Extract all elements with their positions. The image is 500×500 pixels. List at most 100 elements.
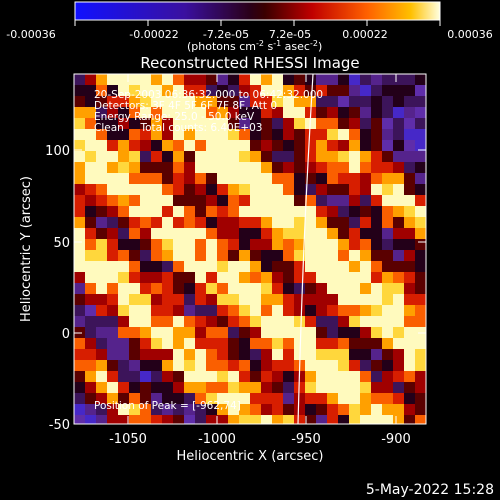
heatmap-cell (96, 107, 108, 119)
heatmap-cell (327, 206, 339, 218)
heatmap-cell (360, 107, 372, 119)
heatmap-cell (360, 261, 372, 273)
heatmap-cell (349, 85, 361, 97)
heatmap-cell (206, 393, 218, 405)
heatmap-cell (184, 360, 196, 372)
heatmap-cell (195, 250, 207, 262)
heatmap-cell (415, 85, 426, 97)
heatmap-cell (239, 195, 251, 207)
heatmap-cell (250, 206, 262, 218)
heatmap-cell (162, 217, 174, 229)
heatmap-cell (206, 360, 218, 372)
heatmap-cell (382, 96, 394, 108)
colorbar-ticks (74, 20, 441, 26)
heatmap-cell (371, 360, 383, 372)
heatmap-cell (294, 173, 306, 185)
heatmap-cell (217, 415, 229, 424)
heatmap-cell (129, 118, 141, 130)
heatmap-cell (195, 360, 207, 372)
heatmap-cell (74, 129, 86, 141)
heatmap-cell (85, 96, 97, 108)
heatmap-cell (283, 327, 295, 339)
heatmap-cell (349, 129, 361, 141)
heatmap-cell (371, 151, 383, 163)
heatmap-cell (96, 294, 108, 306)
heatmap-cell (338, 184, 350, 196)
heatmap-cell (404, 393, 416, 405)
heatmap-cell (184, 327, 196, 339)
heatmap-cell (272, 107, 284, 119)
heatmap-cell (283, 272, 295, 284)
heatmap-cell (360, 239, 372, 251)
heatmap-cell (283, 107, 295, 119)
heatmap-cell (415, 107, 426, 119)
heatmap-cell (228, 283, 240, 295)
heatmap-cell (129, 96, 141, 108)
heatmap-cell (305, 151, 317, 163)
heatmap-cell (129, 393, 141, 405)
heatmap-cell (206, 272, 218, 284)
heatmap-cell (107, 393, 119, 405)
heatmap-cell (360, 294, 372, 306)
heatmap-cell (228, 206, 240, 218)
heatmap-cell (85, 239, 97, 251)
heatmap-cell (162, 371, 174, 383)
heatmap-cell (184, 140, 196, 152)
heatmap-cell (217, 349, 229, 361)
heatmap-cell (393, 239, 405, 251)
heatmap-cell (250, 382, 262, 394)
heatmap-cell (239, 283, 251, 295)
heatmap-cell (107, 140, 119, 152)
heatmap-cell (272, 294, 284, 306)
heatmap-cell (316, 129, 328, 141)
heatmap-cell (129, 404, 141, 416)
heatmap-cell (228, 250, 240, 262)
heatmap-cell (349, 316, 361, 328)
colorbar-tick-label: 7.2e-05 (269, 28, 311, 41)
heatmap-cell (140, 74, 152, 86)
heatmap-cell (107, 118, 119, 130)
heatmap-cell (140, 393, 152, 405)
heatmap-cell (327, 239, 339, 251)
heatmap-cell (360, 228, 372, 240)
heatmap-cell (327, 195, 339, 207)
heatmap-cell (151, 206, 163, 218)
heatmap-cell (393, 316, 405, 328)
heatmap-cell (129, 371, 141, 383)
heatmap-cell (162, 283, 174, 295)
heatmap-cell (129, 107, 141, 119)
heatmap-cell (360, 338, 372, 350)
heatmap-cell (217, 206, 229, 218)
heatmap-cell (349, 206, 361, 218)
heatmap-cell (162, 96, 174, 108)
heatmap-cell (272, 327, 284, 339)
heatmap-cell (382, 382, 394, 394)
heatmap-cell (327, 151, 339, 163)
heatmap-cell (206, 184, 218, 196)
heatmap-cell (162, 404, 174, 416)
heatmap-cell (404, 184, 416, 196)
heatmap-cell (415, 228, 426, 240)
y-tick-label: 100 (45, 144, 70, 159)
heatmap-cell (206, 382, 218, 394)
heatmap-cell (228, 118, 240, 130)
heatmap-cell (349, 294, 361, 306)
heatmap-cell (349, 250, 361, 262)
heatmap-cell (283, 349, 295, 361)
heatmap-cell (195, 338, 207, 350)
heatmap-cell (261, 118, 273, 130)
heatmap-cell (118, 162, 130, 174)
heatmap-cell (338, 85, 350, 97)
heatmap-cell (140, 195, 152, 207)
heatmap-cell (316, 349, 328, 361)
heatmap-cell (349, 404, 361, 416)
heatmap-cell (74, 371, 86, 383)
heatmap-cell (129, 184, 141, 196)
heatmap-cell (360, 162, 372, 174)
heatmap-cell (393, 206, 405, 218)
heatmap-cell (283, 96, 295, 108)
heatmap-cell (85, 85, 97, 97)
heatmap-cell (140, 228, 152, 240)
heatmap-cell (316, 184, 328, 196)
heatmap-cell (283, 217, 295, 229)
